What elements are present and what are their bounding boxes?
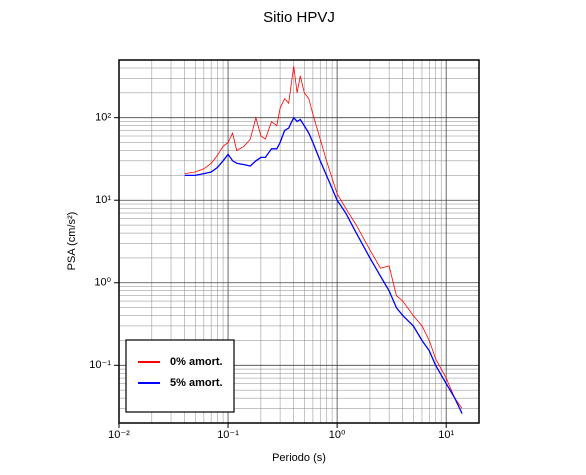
y-axis-label: PSA (cm/s²) [66, 212, 78, 271]
plot-frame [118, 59, 480, 424]
chart-title: Sitio HPVJ [263, 9, 335, 26]
x-tick-label: 10⁻² [108, 429, 130, 441]
y-tick-label: 10² [95, 112, 111, 124]
y-tick-label: 10¹ [95, 194, 111, 206]
legend-label: 5% amort. [170, 377, 223, 389]
y-tick-label: 10⁻¹ [89, 359, 111, 371]
series-line [184, 66, 463, 409]
x-axis-label: Periodo (s) [272, 452, 326, 464]
series-line [184, 116, 463, 414]
x-tick-label: 10⁰ [329, 429, 346, 441]
legend-label: 0% amort. [170, 356, 223, 368]
legend-box [125, 339, 235, 413]
x-tick-label: 10¹ [438, 429, 454, 441]
y-tick-label: 10⁰ [94, 277, 111, 289]
x-tick-label: 10⁻¹ [217, 429, 239, 441]
